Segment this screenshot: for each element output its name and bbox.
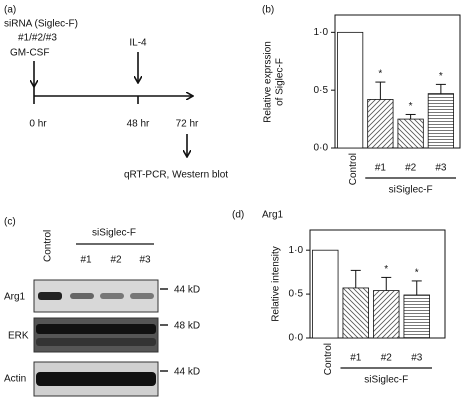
- band: [36, 372, 156, 386]
- bar: [403, 294, 430, 339]
- significance: *: [384, 264, 388, 275]
- time-label: 72 hr: [176, 119, 199, 130]
- panel-label: (b): [262, 5, 274, 16]
- band: [36, 324, 156, 334]
- y-axis-label: of Siglec-F: [275, 58, 286, 106]
- treatment: IL-4: [129, 38, 147, 49]
- band: [100, 293, 124, 299]
- row-label: ERK: [8, 331, 29, 342]
- time-label: 48 hr: [127, 119, 150, 130]
- band: [36, 338, 156, 346]
- x-tick-label: #3: [411, 353, 423, 364]
- readout: qRT-PCR, Western blot: [124, 170, 228, 181]
- bar: [342, 287, 369, 339]
- y-tick-label: 1·0: [289, 245, 304, 256]
- x-tick-label: #2: [405, 163, 417, 174]
- treatment: #1/#2/#3: [18, 33, 57, 44]
- row-label: Arg1: [4, 292, 26, 303]
- treatment: siRNA (Siglec-F): [4, 19, 78, 30]
- blot: [33, 317, 159, 353]
- significance: *: [378, 69, 382, 80]
- marker-label: 44 kD: [174, 367, 200, 378]
- significance: *: [409, 101, 413, 112]
- row-label: Actin: [4, 374, 26, 385]
- bar: [312, 249, 339, 339]
- y-tick-label: 0·5: [289, 289, 304, 300]
- lane-label: Control: [43, 230, 54, 262]
- y-tick-label: 0·0: [314, 143, 329, 154]
- time-label: 0 hr: [29, 119, 47, 130]
- x-tick-label: #3: [435, 163, 447, 174]
- y-axis-label: Relative exprssion: [263, 41, 274, 123]
- lane-label: #2: [110, 255, 122, 266]
- x-tick-label: #1: [350, 353, 362, 364]
- x-tick-label: Control: [348, 153, 359, 185]
- x-tick-label: Control: [323, 343, 334, 375]
- panel-label: (a): [4, 5, 16, 16]
- panel-a: (a) siRNA (Siglec-F) #1/#2/#3 GM-CSF IL-…: [4, 5, 228, 181]
- significance: *: [415, 268, 419, 279]
- y-tick-label: 0·0: [289, 333, 304, 344]
- x-tick-label: #2: [381, 353, 393, 364]
- bar: [427, 93, 454, 149]
- plot-frame: [334, 14, 461, 149]
- y-tick-label: 0·5: [314, 85, 329, 96]
- lane-label: #3: [139, 255, 151, 266]
- bar: [337, 31, 364, 149]
- lane-label: #1: [80, 255, 92, 266]
- group-label: siSiglec-F: [92, 228, 136, 239]
- panel-c: (c) Control siSiglec-F #1 #2 #3 Arg1 ERK…: [4, 217, 200, 397]
- significance: *: [439, 71, 443, 82]
- group-label: siSiglec-F: [389, 185, 433, 196]
- y-axis-label: Relative intensity: [271, 246, 282, 322]
- group-label: siSiglec-F: [364, 375, 408, 386]
- band: [70, 293, 94, 299]
- treatment: GM-CSF: [10, 48, 49, 59]
- band: [130, 293, 154, 299]
- chart-title: Arg1: [262, 210, 284, 221]
- bar: [397, 118, 424, 149]
- bar: [367, 99, 394, 149]
- panel-label: (d): [232, 210, 244, 221]
- y-tick-label: 1·0: [314, 27, 329, 38]
- bar: [373, 290, 400, 339]
- x-tick-label: #1: [375, 163, 387, 174]
- marker-label: 48 kD: [174, 321, 200, 332]
- marker-label: 44 kD: [174, 285, 200, 296]
- panel-label: (c): [4, 217, 16, 228]
- band: [38, 292, 62, 300]
